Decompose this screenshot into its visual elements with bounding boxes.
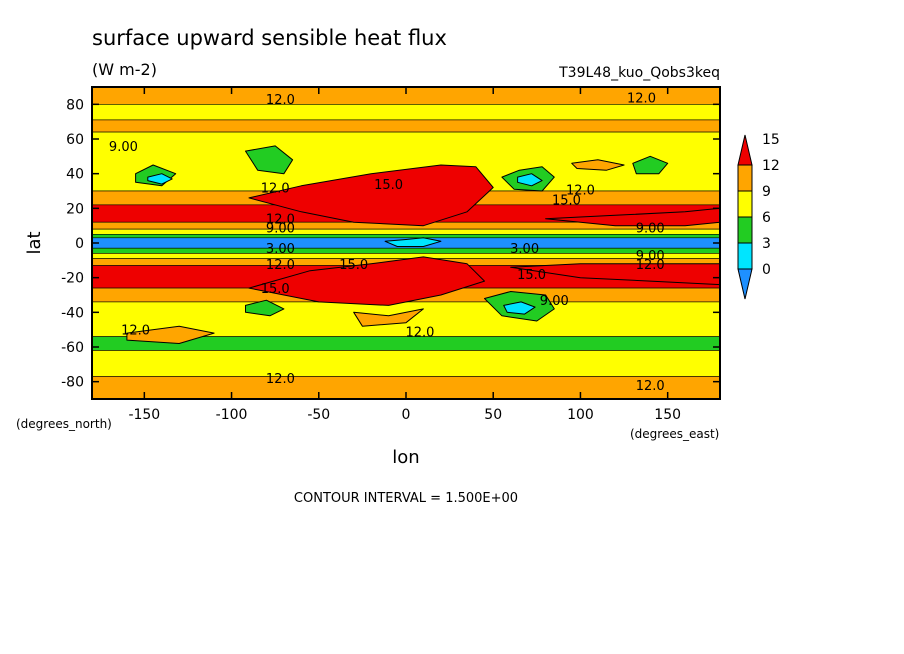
contour-label-15: 12.0: [636, 258, 665, 273]
x-tick-label-2: -50: [307, 407, 330, 423]
contour-label-14: 15.0: [339, 258, 368, 273]
band-8: [92, 234, 720, 239]
chart-title: surface upward sensible heat flux: [92, 26, 447, 50]
y-axis: 80 60 40 20 0 -20 -40 -60 -80: [61, 97, 720, 391]
field-regions: [126, 145, 720, 344]
colorbar-label-3: 6: [762, 210, 771, 226]
contour-label-17: 15.0: [261, 282, 290, 297]
colorbar-label-0: 15: [762, 132, 780, 148]
region-8: [245, 299, 285, 317]
contour-label-6: 15.0: [552, 194, 581, 209]
colorbar-swatch-4: [737, 242, 753, 270]
x-axis-title: lon: [392, 447, 419, 468]
contour-label-12: 9.00: [636, 249, 665, 264]
y-axis-title: lat: [24, 231, 45, 254]
y-tick-label-8: -80: [61, 375, 84, 391]
colorbar-label-2: 9: [762, 184, 771, 200]
x-tick-label-6: 150: [654, 407, 681, 423]
contour-label-0: 12.0: [266, 93, 295, 108]
contour-label-18: 9.00: [540, 294, 569, 309]
x-tick-label-4: 50: [484, 407, 502, 423]
experiment-label: T39L48_kuo_Qobs3keq: [558, 65, 720, 81]
contour-label-10: 3.00: [266, 242, 295, 257]
contour-label-9: 9.00: [636, 221, 665, 236]
contour-label-7: 12.0: [266, 213, 295, 228]
contour-label-3: 15.0: [374, 178, 403, 193]
x-units-label: (degrees_east): [630, 427, 719, 441]
region-7: [632, 155, 669, 175]
y-tick-label-2: 40: [66, 167, 84, 183]
x-tick-label-3: 0: [402, 407, 411, 423]
contour-label-1: 12.0: [627, 91, 656, 106]
region-15: [126, 325, 215, 344]
region-2: [545, 207, 720, 227]
contour-label-20: 12.0: [405, 325, 434, 340]
band-2: [92, 119, 720, 133]
band-7: [92, 228, 720, 235]
contour-label-19: 12.0: [121, 324, 150, 339]
band-1: [92, 104, 720, 121]
colorbar-swatch-1: [737, 164, 753, 192]
y-units-label: (degrees_north): [16, 417, 112, 431]
contour-label-2: 9.00: [109, 140, 138, 155]
region-0: [248, 164, 494, 227]
region-10: [147, 173, 173, 185]
contour-label-22: 12.0: [636, 379, 665, 394]
colorbar-swatch-5: [737, 268, 753, 300]
colorbar-swatch-2: [737, 190, 753, 218]
region-3: [510, 263, 720, 286]
region-16: [353, 308, 424, 327]
region-14: [571, 159, 625, 171]
region-5: [245, 145, 294, 175]
x-tick-label-1: -100: [216, 407, 248, 423]
band-10: [92, 247, 720, 254]
contour-label-8: 9.00: [266, 221, 295, 236]
contour-label-21: 12.0: [266, 372, 295, 387]
contour-label-16: 15.0: [517, 268, 546, 283]
colorbar-label-1: 12: [762, 158, 780, 174]
y-tick-label-0: 80: [66, 97, 84, 113]
y-tick-label-7: -60: [61, 340, 84, 356]
region-11: [517, 173, 543, 187]
contour-label-4: 12.0: [261, 182, 290, 197]
colorbar-label-5: 0: [762, 262, 771, 278]
y-tick-label-4: 0: [75, 236, 84, 252]
y-tick-label-5: -20: [61, 271, 84, 287]
region-12: [503, 301, 536, 315]
contour-label-5: 12.0: [566, 183, 595, 198]
chart-subtitle: (W m-2): [92, 60, 157, 79]
band-11: [92, 253, 720, 259]
region-1: [248, 256, 485, 306]
contour-label-13: 12.0: [266, 258, 295, 273]
contour-label-11: 3.00: [510, 242, 539, 257]
band-17: [92, 350, 720, 377]
y-tick-label-1: 60: [66, 132, 84, 148]
y-tick-label-3: 20: [66, 201, 84, 217]
colorbar-label-4: 3: [762, 236, 771, 252]
colorbar-swatch-3: [737, 216, 753, 244]
colorbar: 15 12 9 6 3 0: [737, 132, 780, 300]
contour-interval-note: CONTOUR INTERVAL = 1.500E+00: [294, 491, 518, 506]
x-tick-label-5: 100: [567, 407, 594, 423]
y-tick-label-6: -40: [61, 305, 84, 321]
x-axis: -150 -100 -50 0 50 100 150: [128, 87, 681, 423]
x-tick-label-0: -150: [128, 407, 160, 423]
band-18: [92, 376, 720, 399]
region-13: [384, 237, 442, 247]
colorbar-swatch-0: [737, 134, 753, 166]
